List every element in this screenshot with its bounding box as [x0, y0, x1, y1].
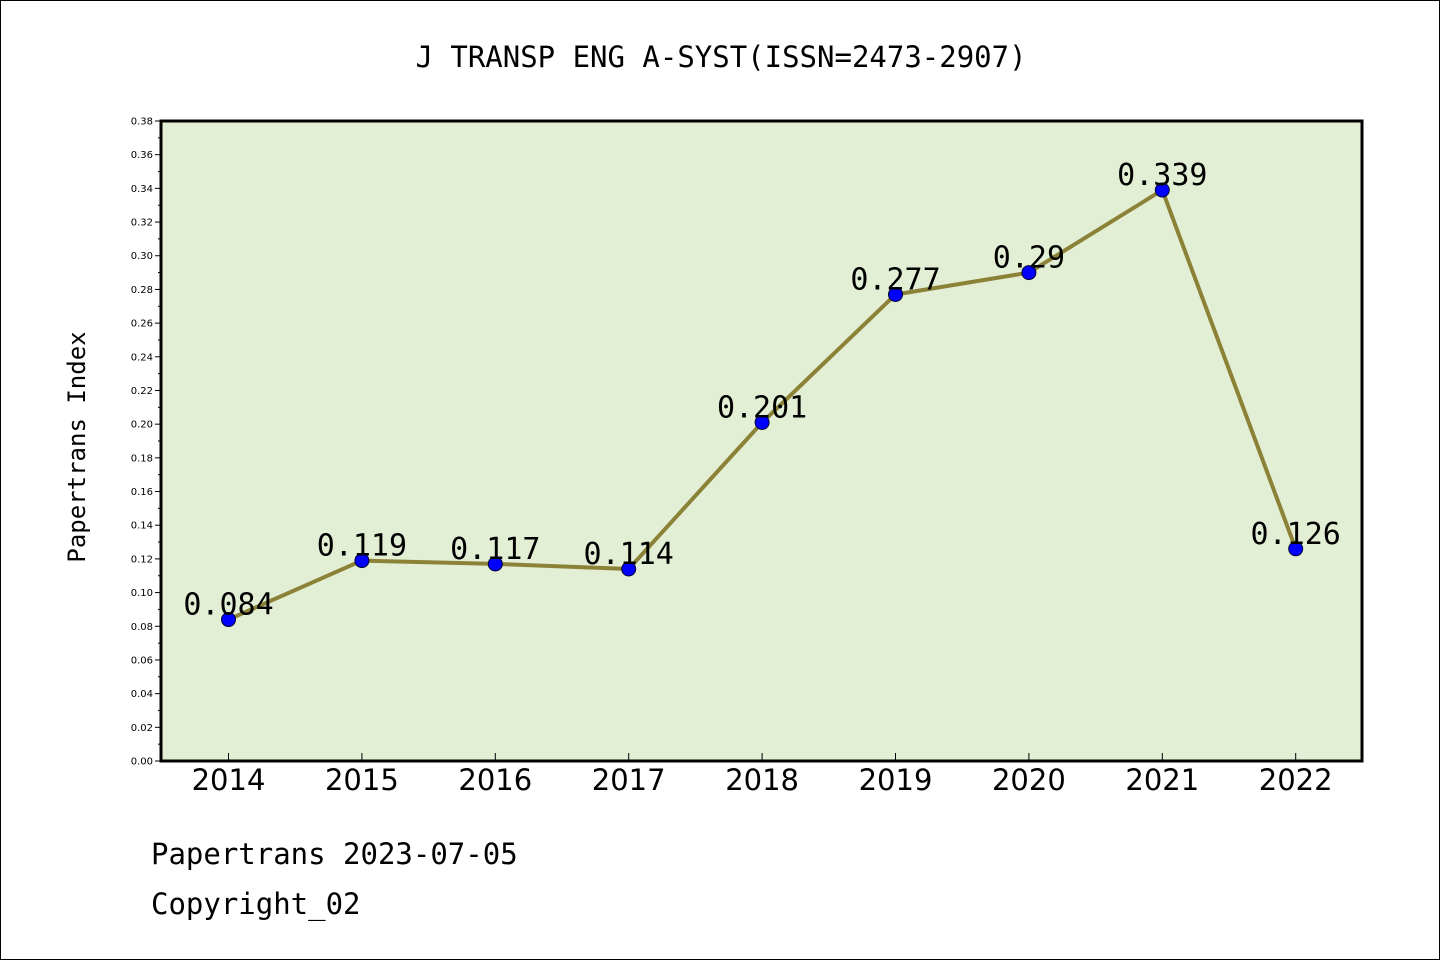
y-tick-label: 0.10 [131, 588, 153, 599]
data-label: 0.201 [717, 390, 807, 425]
data-point-marker [888, 286, 903, 302]
x-tick-label: 2020 [992, 763, 1066, 797]
x-tick-label: 2014 [192, 763, 266, 797]
data-label: 0.117 [450, 532, 540, 567]
data-point-marker [221, 612, 236, 628]
y-tick-label: 0.14 [131, 521, 153, 532]
y-tick-label: 0.36 [131, 150, 153, 161]
x-tick-label: 2021 [1125, 763, 1199, 797]
data-point-marker [1288, 541, 1304, 557]
data-point-marker [354, 553, 370, 569]
y-tick-label: 0.18 [131, 453, 153, 464]
y-tick-label: 0.30 [131, 251, 153, 262]
y-tick-label: 0.26 [131, 319, 153, 330]
plot-area [161, 121, 1362, 761]
data-label: 0.084 [183, 588, 273, 623]
data-label: 0.126 [1251, 517, 1341, 552]
y-tick-label: 0.12 [131, 554, 153, 565]
x-tick-label: 2017 [592, 763, 666, 797]
data-label: 0.29 [993, 241, 1065, 276]
x-tick-label: 2016 [458, 763, 532, 797]
x-tick-label: 2018 [725, 763, 799, 797]
data-point-marker [1154, 182, 1170, 198]
footer-date-line: Papertrans 2023-07-05 [151, 837, 518, 871]
y-tick-label: 0.16 [131, 487, 153, 498]
data-label: 0.277 [850, 262, 940, 297]
y-tick-label: 0.04 [131, 689, 153, 700]
y-tick-label: 0.00 [131, 757, 153, 768]
data-markers [221, 182, 1304, 628]
footer-copyright: Copyright_02 [151, 887, 361, 921]
x-tick-label: 2022 [1259, 763, 1333, 797]
data-label: 0.339 [1117, 158, 1207, 193]
y-tick-label: 0.08 [131, 622, 153, 633]
data-labels: 0.084 0.119 0.117 0.114 0.201 0.277 0.29 0.339 0… [183, 158, 1341, 622]
y-tick-label: 0.34 [131, 184, 153, 195]
y-tick-label: 0.02 [131, 723, 153, 734]
plot-border [159, 119, 1364, 763]
y-tick-label: 0.20 [131, 420, 153, 431]
y-tick-label: 0.22 [131, 386, 153, 397]
data-label: 0.114 [584, 537, 674, 572]
y-tick-label: 0.38 [131, 117, 153, 128]
chart-title: J TRANSP ENG A-SYST(ISSN=2473-2907) [415, 40, 1026, 74]
axis-ticks: 0.00 0.02 0.04 0.06 0.08 0.10 0.12 0.14 0.16 0.18… [131, 117, 1333, 798]
data-point-marker [621, 561, 637, 577]
data-point-marker [487, 556, 503, 572]
y-tick-label: 0.24 [131, 352, 153, 363]
y-tick-label: 0.32 [131, 218, 153, 229]
data-point-marker [1021, 265, 1037, 281]
data-label: 0.119 [317, 529, 407, 564]
x-tick-label: 2015 [325, 763, 399, 797]
data-point-marker [754, 414, 770, 430]
y-tick-label: 0.06 [131, 655, 153, 666]
x-tick-label: 2019 [859, 763, 933, 797]
y-tick-label: 0.28 [131, 285, 153, 296]
y-axis-label: Papertrans Index [63, 331, 91, 562]
